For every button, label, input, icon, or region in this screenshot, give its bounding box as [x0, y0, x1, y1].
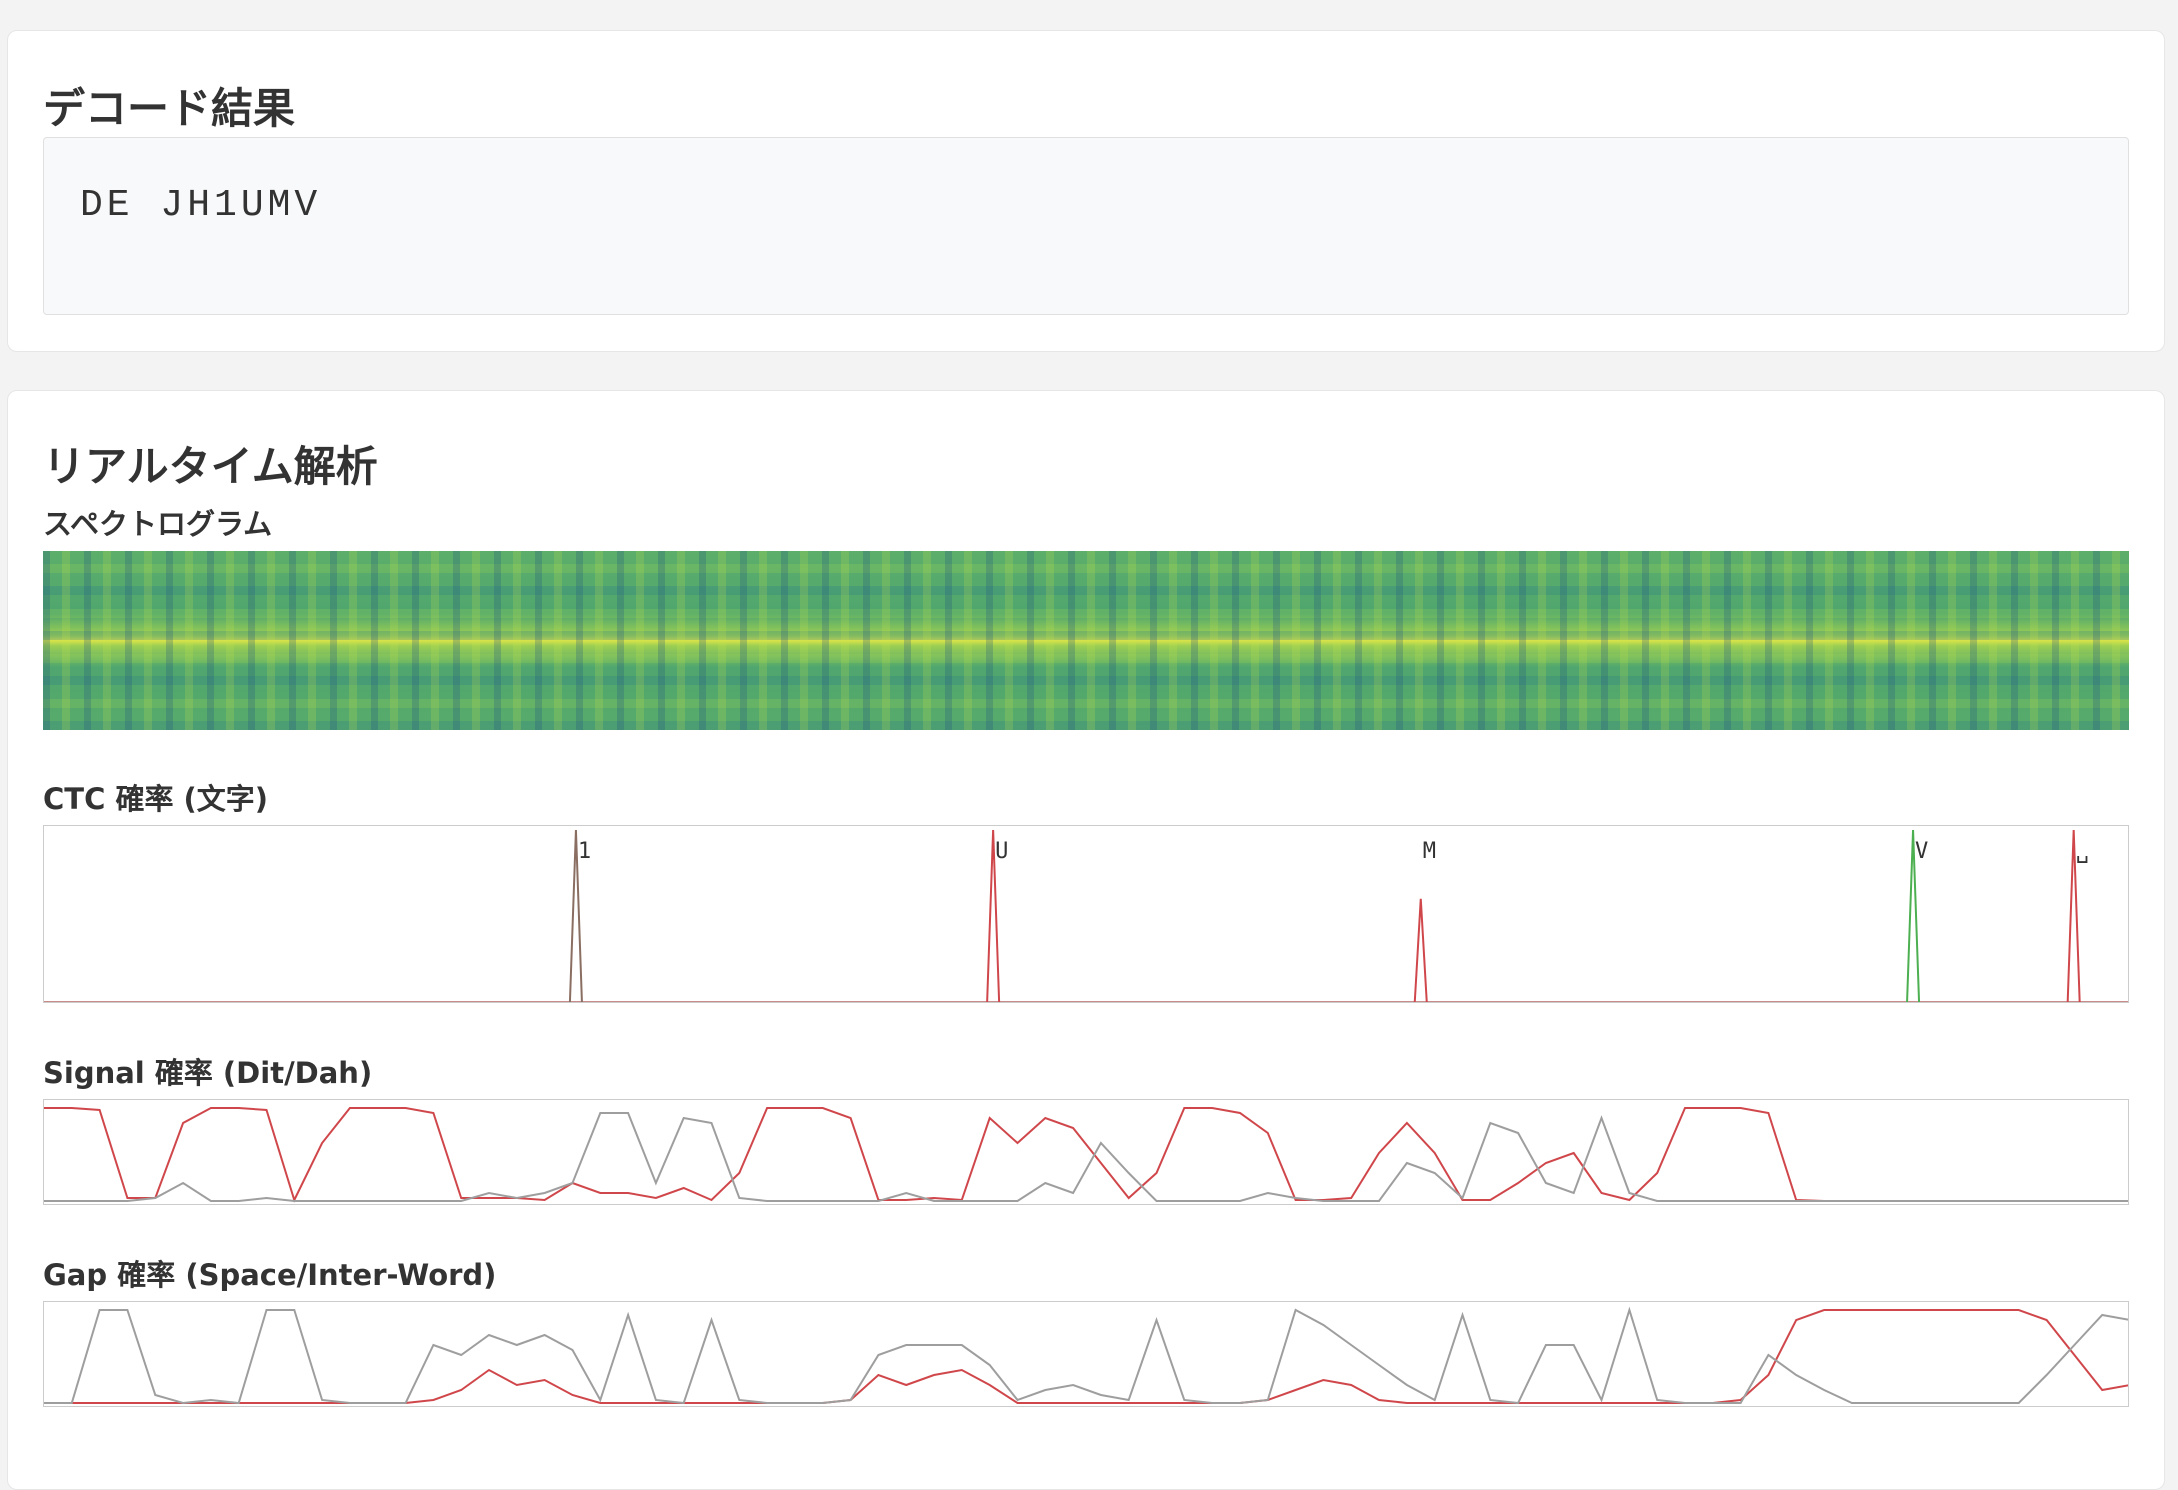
ctc-label: CTC 確率 (文字) — [43, 782, 269, 816]
analysis-card: リアルタイム解析 スペクトログラム CTC 確率 (文字) 1 U M V ␣ Sign… — [7, 390, 2165, 1490]
ctc-peak — [986, 829, 1001, 1002]
probability-line — [44, 1112, 2128, 1202]
ctc-peak — [568, 829, 583, 1002]
signal-chart — [43, 1099, 2129, 1205]
probability-line — [44, 1306, 2128, 1405]
ctc-peak-label: M — [1423, 839, 1436, 864]
ctc-peak-label: V — [1915, 839, 1928, 864]
decode-title: デコード結果 — [43, 84, 296, 133]
ctc-peak — [1906, 829, 1921, 1002]
decode-card: デコード結果 DE JH1UMV — [7, 30, 2165, 352]
signal-label: Signal 確率 (Dit/Dah) — [43, 1056, 373, 1090]
ctc-chart: 1 U M V ␣ — [43, 825, 2129, 1003]
ctc-peak — [2066, 829, 2081, 1002]
probability-line — [44, 1107, 2128, 1203]
gap-label: Gap 確率 (Space/Inter-Word) — [43, 1258, 497, 1292]
decode-output: DE JH1UMV — [43, 137, 2129, 315]
spectrogram-label: スペクトログラム — [43, 507, 273, 541]
spectrogram — [43, 551, 2129, 730]
analysis-title: リアルタイム解析 — [43, 442, 378, 491]
ctc-peak-label: ␣ — [2076, 839, 2089, 864]
page: デコード結果 DE JH1UMV リアルタイム解析 スペクトログラム CTC 確… — [7, 30, 2165, 1490]
ctc-peak — [1413, 898, 1428, 1002]
ctc-peak-label: 1 — [578, 839, 591, 864]
ctc-peak-label: U — [995, 839, 1008, 864]
gap-chart — [43, 1301, 2129, 1407]
decode-text: DE JH1UMV — [80, 184, 322, 227]
